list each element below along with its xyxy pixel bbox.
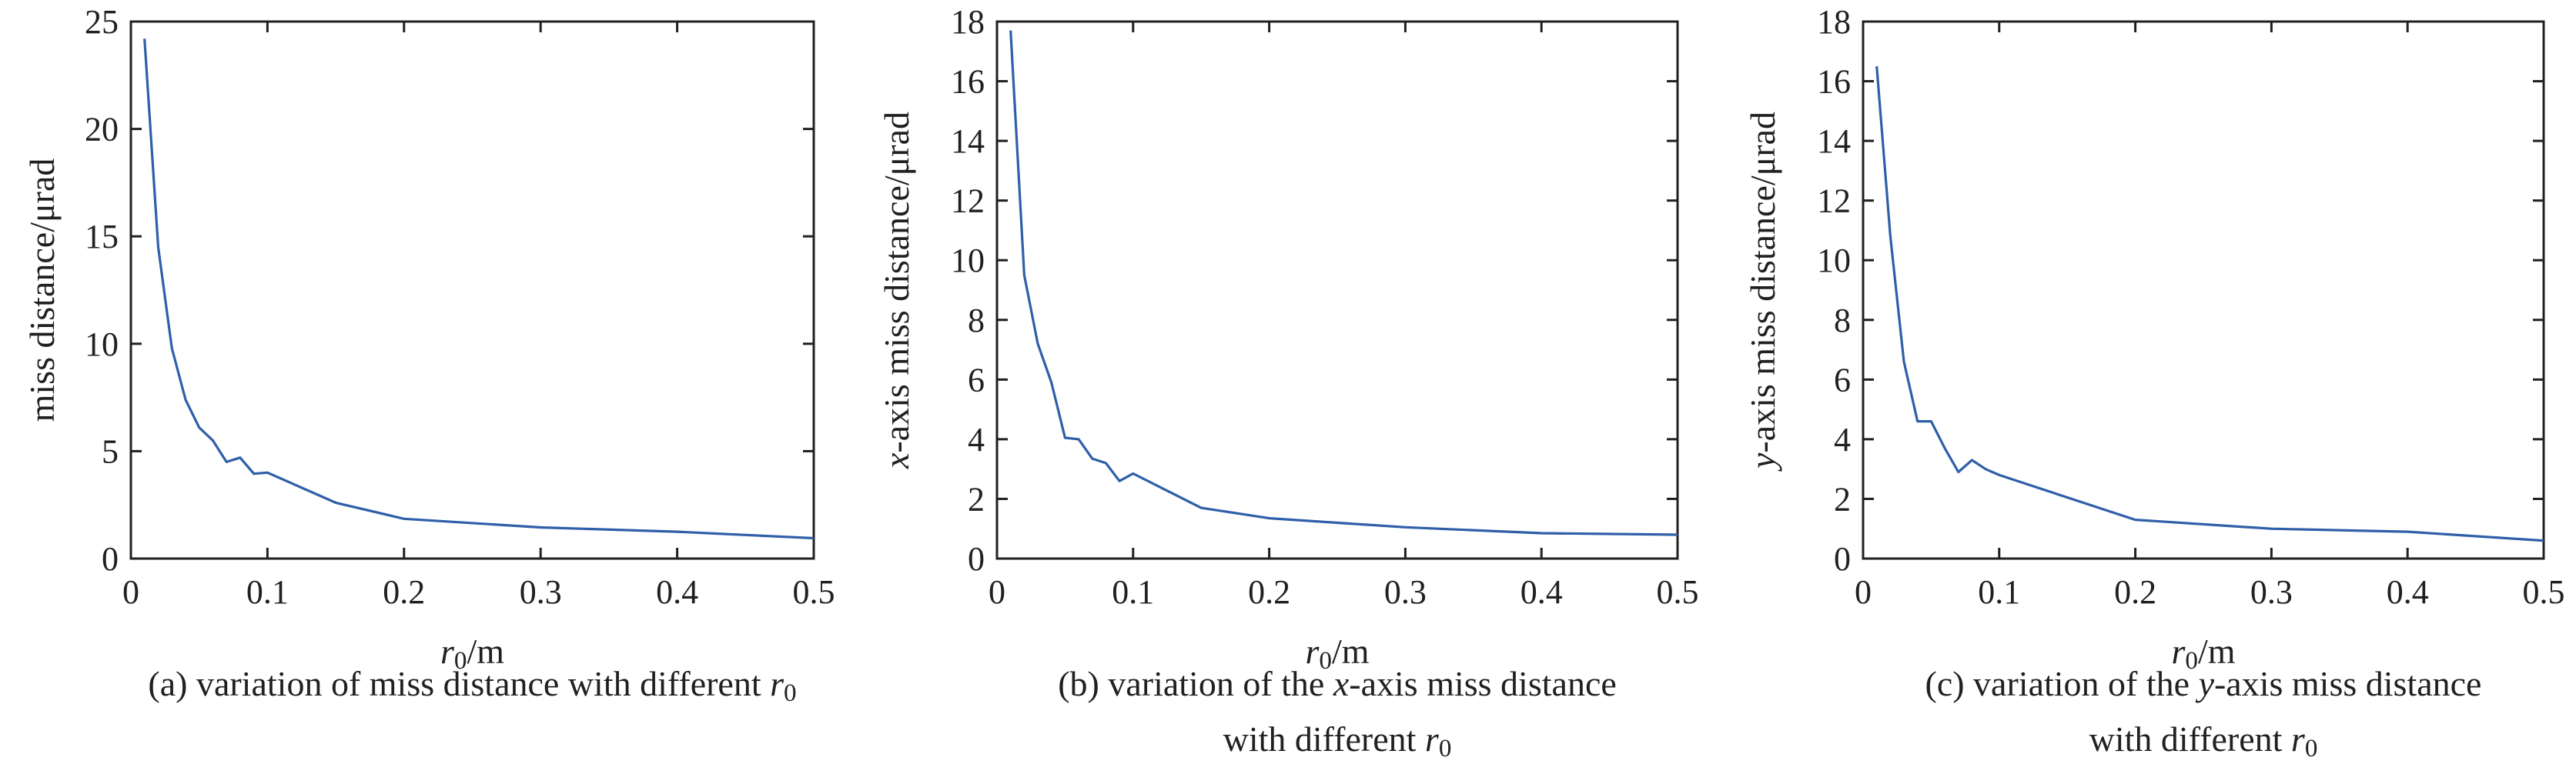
x-axis-label-part: 0: [1319, 646, 1332, 675]
x-tick-label: 0.3: [1384, 573, 1427, 611]
x-tick-label: 0.5: [1657, 573, 1699, 611]
x-tick-label: 0.2: [383, 573, 425, 611]
y-tick-label: 6: [1834, 361, 1851, 399]
x-tick-label: 0.2: [1248, 573, 1290, 611]
chart-panel-b: 0 0.1 0.2 0.3 0.4 0.5024681012141618r0/mx-axi…: [877, 3, 1699, 762]
y-tick-label: 10: [1817, 242, 1851, 279]
caption-line-part: r: [770, 664, 785, 703]
y-tick-label: 4: [1834, 421, 1851, 459]
x-axis-label-part: /m: [467, 632, 504, 671]
x-axis-label-part: /m: [1332, 632, 1370, 671]
caption-line-part: (c) variation of the: [1925, 664, 2199, 703]
y-axis-label-part: y: [1743, 452, 1782, 472]
caption-line-part: -axis miss distance: [2214, 664, 2482, 703]
y-axis-label-part: -axis miss distance/μrad: [877, 112, 916, 453]
x-tick-label: 0: [1855, 573, 1872, 611]
plot-frame: [129, 20, 815, 560]
x-tick-label: 0: [122, 573, 139, 611]
x-axis-label-part: 0: [2185, 646, 2198, 675]
x-tick-label: 0.4: [2387, 573, 2429, 611]
series-line: [143, 38, 815, 540]
x-axis-label-part: r: [1305, 632, 1320, 671]
y-tick-label: 0: [1834, 540, 1851, 578]
x-axis-label-part: 0: [454, 646, 467, 675]
svg-text:x-axis miss distance/μrad: x-axis miss distance/μrad: [877, 112, 916, 469]
caption-line-part: (a) variation of miss distance with diff…: [148, 664, 770, 703]
y-tick-label: 18: [1817, 3, 1851, 41]
svg-text:with different r0: with different r0: [1223, 719, 1452, 762]
y-tick-label: 8: [1834, 302, 1851, 339]
y-tick-label: 0: [102, 540, 119, 578]
svg-text:(b) variation of the x-axis mi: (b) variation of the x-axis miss distanc…: [1058, 664, 1617, 703]
x-tick-label: 0: [989, 573, 1005, 611]
svg-text:miss distance/μrad: miss distance/μrad: [22, 158, 62, 422]
y-tick-label: 2: [968, 480, 985, 518]
x-tick-label: 0.3: [2250, 573, 2293, 611]
caption-line-part: 0: [2305, 734, 2318, 762]
y-tick-label: 25: [85, 3, 119, 41]
svg-text:(c) variation of the y-axis mi: (c) variation of the y-axis miss distanc…: [1925, 664, 2482, 703]
y-axis-label-part: x: [877, 452, 916, 469]
svg-text:r0/m: r0/m: [440, 632, 504, 675]
y-tick-label: 14: [951, 122, 985, 160]
caption-line-part: 0: [784, 679, 797, 707]
x-tick-label: 0.1: [246, 573, 289, 611]
caption-line-part: r: [2291, 719, 2306, 759]
caption-line-part: 0: [1439, 734, 1452, 762]
y-tick-label: 2: [1834, 480, 1851, 518]
x-tick-label: 0.5: [793, 573, 835, 611]
svg-text:with different r0: with different r0: [2089, 719, 2318, 762]
x-tick-label: 0.1: [1112, 573, 1154, 611]
y-tick-label: 15: [85, 218, 119, 255]
chart-panel-c: 0 0.1 0.2 0.3 0.4 0.5024681012141618r0/my-axi…: [1743, 3, 2565, 762]
x-axis-label-part: r: [2171, 632, 2186, 671]
y-tick-label: 0: [968, 540, 985, 578]
svg-text:r0/m: r0/m: [2171, 632, 2235, 675]
y-tick-label: 6: [968, 361, 985, 399]
y-tick-label: 5: [102, 432, 119, 470]
x-tick-label: 0.2: [2114, 573, 2156, 611]
y-tick-label: 8: [968, 302, 985, 339]
plot-frame: [995, 20, 1679, 560]
svg-text:(a) variation of miss distance: (a) variation of miss distance with diff…: [148, 664, 796, 707]
caption-line-part: r: [1425, 719, 1440, 759]
y-tick-label: 12: [1817, 182, 1851, 220]
x-tick-label: 0.4: [656, 573, 698, 611]
y-tick-label: 20: [85, 111, 119, 148]
y-axis-label-part: miss distance/μrad: [22, 158, 62, 422]
x-tick-label: 0.5: [2523, 573, 2565, 611]
y-tick-label: 14: [1817, 122, 1851, 160]
series-line: [1009, 30, 1678, 536]
caption-line-part: x: [1333, 664, 1350, 703]
y-tick-label: 16: [1817, 63, 1851, 101]
x-axis-label-part: /m: [2198, 632, 2236, 671]
svg-text:r0/m: r0/m: [1305, 632, 1369, 675]
caption-line-part: with different: [2089, 719, 2291, 759]
y-tick-label: 4: [968, 421, 985, 459]
y-tick-label: 10: [951, 242, 985, 279]
caption-line-part: -axis miss distance: [1349, 664, 1617, 703]
series-line: [1875, 66, 2544, 542]
svg-text:y-axis miss distance/μrad: y-axis miss distance/μrad: [1743, 112, 1782, 472]
y-tick-label: 16: [951, 63, 985, 101]
y-tick-label: 12: [951, 182, 985, 220]
y-tick-label: 18: [951, 3, 985, 41]
y-axis-label-part: -axis miss distance/μrad: [1743, 112, 1782, 453]
caption-line-part: with different: [1223, 719, 1425, 759]
plot-frame: [1862, 20, 2545, 560]
y-tick-label: 10: [85, 325, 119, 363]
x-axis-label-part: r: [440, 632, 455, 671]
x-tick-label: 0.4: [1521, 573, 1563, 611]
caption-line-part: (b) variation of the: [1058, 664, 1333, 703]
x-tick-label: 0.3: [520, 573, 562, 611]
x-tick-label: 0.1: [1978, 573, 2020, 611]
caption-line-part: y: [2196, 664, 2215, 703]
